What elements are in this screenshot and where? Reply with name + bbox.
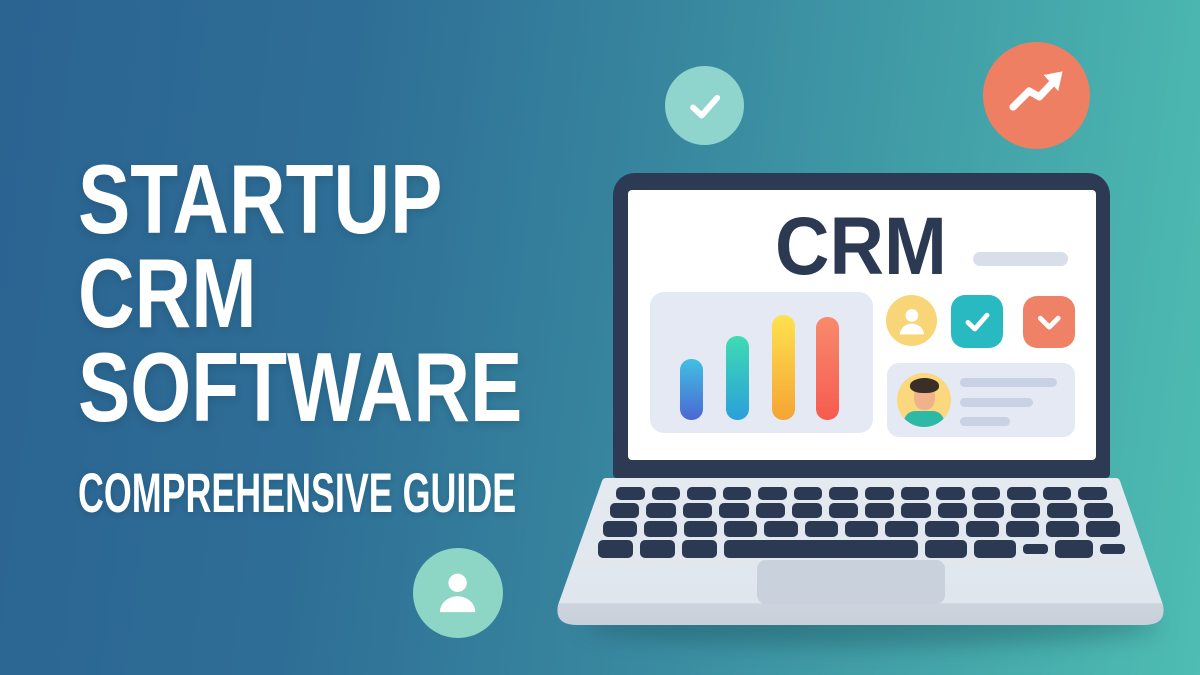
- keyboard-key: [974, 503, 1004, 518]
- person-icon: [440, 574, 476, 613]
- check-icon: [689, 94, 720, 119]
- keyboard-key: [1023, 544, 1048, 554]
- keyboard-key: [865, 487, 894, 500]
- keyboard-key: [924, 540, 967, 558]
- keyboard-key: [651, 487, 681, 500]
- avatar: [897, 373, 951, 427]
- keyboard-key: [792, 503, 822, 518]
- keyboard-key: [682, 503, 713, 518]
- hero-title-line-3: SOFTWARE: [78, 332, 523, 442]
- keyboard-key: [925, 521, 959, 537]
- keyboard-key: [973, 540, 1017, 558]
- user-badge: [413, 548, 503, 638]
- user-status-badge: [886, 295, 937, 346]
- touchpad: [757, 560, 945, 604]
- keyboard: [597, 487, 1126, 558]
- keyboard-key: [1010, 503, 1041, 518]
- keyboard-key: [1046, 521, 1080, 537]
- keyboard-row: [616, 487, 1107, 500]
- keyboard-key: [609, 503, 640, 518]
- chevron-status-badge: [1023, 296, 1075, 348]
- avatar-shirt: [904, 411, 944, 427]
- contact-text-line: [960, 417, 1010, 426]
- hero-title-line-1: STARTUP: [78, 144, 443, 254]
- keyboard-key: [1054, 540, 1094, 558]
- check-icon: [965, 312, 990, 332]
- keyboard-key: [640, 540, 676, 558]
- keyboard-key: [804, 521, 838, 537]
- keyboard-key: [719, 503, 749, 518]
- keyboard-key: [829, 487, 858, 500]
- keyboard-key: [901, 503, 931, 518]
- keyboard-key: [646, 503, 676, 518]
- bar-chart: [650, 305, 873, 420]
- keyboard-key: [900, 487, 930, 500]
- keyboard-key: [1100, 544, 1126, 554]
- keyboard-key: [828, 503, 858, 518]
- keyboard-key: [1005, 521, 1040, 537]
- keyboard-row: [603, 521, 1120, 537]
- keyboard-key: [724, 521, 758, 537]
- contact-text-line: [960, 398, 1033, 407]
- check-badge: [665, 66, 744, 145]
- header-pill: [973, 252, 1068, 266]
- check-status-badge: [951, 295, 1003, 348]
- keyboard-row: [609, 503, 1114, 518]
- keyboard-key: [722, 487, 752, 500]
- avatar-hair: [910, 378, 939, 393]
- contact-text-line: [960, 378, 1057, 387]
- keyboard-key: [683, 521, 718, 537]
- keyboard-key: [971, 487, 1001, 500]
- keyboard-key: [844, 521, 879, 537]
- keyboard-key: [764, 521, 798, 537]
- crm-app-title: CRM: [775, 201, 947, 292]
- keyboard-key: [937, 503, 968, 518]
- keyboard-row: [597, 540, 1126, 558]
- growth-badge: [983, 42, 1090, 149]
- keyboard-key: [682, 540, 718, 558]
- chevron-down-icon: [1037, 315, 1061, 330]
- keyboard-key: [597, 540, 634, 558]
- laptop-screen: CRM: [628, 190, 1096, 460]
- bar-1: [680, 359, 703, 420]
- hero-title-line-2: CRM: [78, 238, 257, 348]
- keyboard-key: [603, 521, 637, 537]
- bar-chart-card: [650, 292, 873, 433]
- keyboard-key: [865, 503, 895, 518]
- keyboard-key: [965, 521, 999, 537]
- keyboard-key: [1078, 487, 1107, 500]
- keyboard-key: [1083, 503, 1114, 518]
- keyboard-key: [758, 487, 787, 500]
- keyboard-key: [936, 487, 965, 500]
- person-icon: [899, 308, 924, 335]
- keyboard-key: [1086, 521, 1120, 537]
- contact-card: [887, 363, 1075, 437]
- keyboard-key: [755, 503, 786, 518]
- hero-subtitle: COMPREHENSIVE GUIDE: [78, 461, 517, 524]
- keyboard-key: [1007, 487, 1036, 500]
- hero-title: STARTUP CRM SOFTWARE: [78, 150, 522, 436]
- keyboard-key: [885, 521, 919, 537]
- keyboard-key: [643, 521, 677, 537]
- keyboard-key: [793, 487, 823, 500]
- keyboard-key: [1042, 487, 1072, 500]
- keyboard-key: [687, 487, 716, 500]
- spacebar-key: [724, 540, 918, 558]
- keyboard-key: [616, 487, 645, 500]
- bar-4: [816, 317, 839, 420]
- trend-up-icon: [1009, 71, 1063, 111]
- bar-3: [772, 315, 795, 420]
- bar-2: [726, 336, 749, 420]
- keyboard-key: [1047, 503, 1077, 518]
